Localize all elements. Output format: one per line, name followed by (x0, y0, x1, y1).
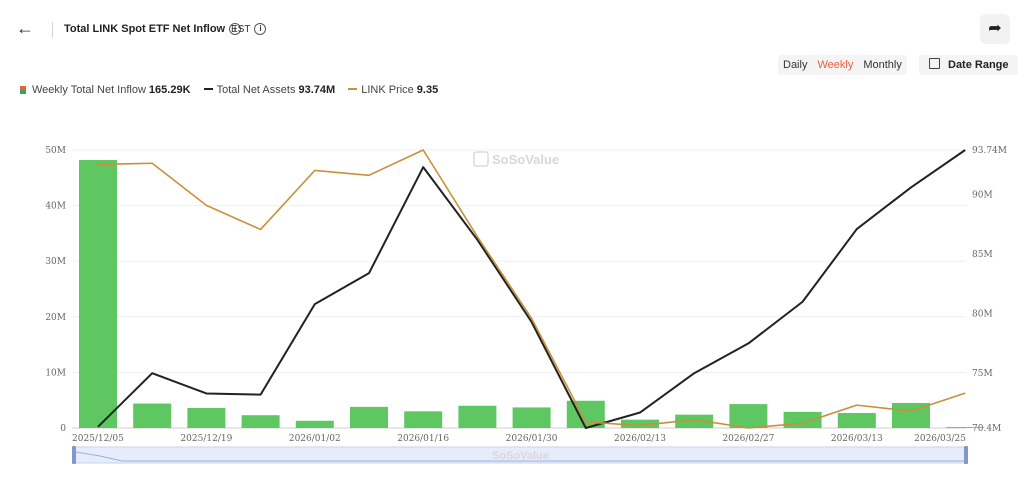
legend-line-marker (348, 88, 358, 90)
bar (837, 412, 876, 428)
bar (349, 406, 388, 428)
slider-handle-left[interactable] (72, 446, 76, 464)
chart-header: ← Total LINK Spot ETF Net Inflow i EST i ➦ (14, 14, 1010, 44)
y-tick-label-right: 80M (972, 310, 993, 320)
watermark-logo: SoSoValue (473, 151, 559, 167)
legend-value: 165.29K (148, 84, 191, 96)
x-tick-label: 2026/03/25 (914, 434, 966, 444)
x-tick-label: 2026/01/16 (397, 434, 449, 444)
y-tick-label-left: 0 (60, 424, 66, 434)
y-tick-label-right: 93.74M (972, 146, 1007, 156)
total-net-assets-line (97, 149, 966, 429)
legend-value: 93.74M (298, 84, 336, 96)
bar (512, 407, 551, 428)
calendar-icon (929, 58, 940, 69)
x-tick-label: 2026/03/13 (831, 434, 883, 444)
legend-item-assets[interactable]: Total Net Assets 93.74M (203, 84, 336, 96)
tab-monthly[interactable]: Monthly (863, 59, 902, 71)
slider-watermark-text: SoSoValue (492, 450, 549, 462)
date-range-label: Date Range (948, 59, 1009, 71)
share-arrow-icon: ➦ (988, 20, 1002, 37)
period-toggle: Daily Weekly Monthly (778, 55, 907, 75)
legend-value: 9.35 (416, 84, 439, 96)
info-icon[interactable]: i (229, 23, 242, 35)
legend-item-price[interactable]: LINK Price 9.35 (348, 84, 438, 96)
legend-line-marker (203, 88, 213, 90)
x-tick-label: 2026/02/13 (614, 434, 666, 444)
bar (729, 404, 768, 428)
y-tick-label-left: 30M (45, 257, 66, 267)
legend-label: LINK Price (361, 84, 414, 96)
timezone-label: EST i (231, 23, 267, 35)
legend-item-inflow[interactable]: Weekly Total Net Inflow 165.29K (20, 84, 191, 96)
y-tick-label-right: 75M (972, 369, 993, 379)
legend-label: Total Net Assets (216, 84, 296, 96)
page-title: Total LINK Spot ETF Net Inflow i (64, 23, 242, 35)
y-tick-label-left: 10M (45, 368, 66, 378)
bar (675, 414, 714, 428)
bar (241, 415, 280, 428)
bar (783, 411, 822, 428)
zoom-slider: SoSoValue (72, 446, 968, 464)
slider-handle-right[interactable] (964, 446, 968, 464)
chart-legend: Weekly Total Net Inflow 165.29K Total Net… (20, 84, 448, 96)
x-tick-label: 2026/01/30 (506, 434, 558, 444)
y-tick-label-left: 40M (45, 202, 66, 212)
share-button[interactable]: ➦ (980, 14, 1010, 44)
divider (52, 22, 53, 38)
legend-bar-marker (20, 86, 26, 94)
y-tick-label-left: 20M (45, 313, 66, 323)
tab-daily[interactable]: Daily (783, 59, 808, 71)
y-tick-label-right: 90M (972, 191, 993, 201)
bar (458, 405, 497, 428)
x-tick-label: 2025/12/05 (72, 434, 124, 444)
date-range-button[interactable]: Date Range (919, 55, 1018, 75)
link-price-line (97, 149, 966, 429)
y-tick-label-right: 85M (972, 250, 993, 260)
x-tick-label: 2025/12/19 (180, 434, 232, 444)
y-tick-label-left: 50M (45, 146, 66, 156)
tab-weekly[interactable]: Weekly (817, 59, 854, 71)
x-tick-label: 2026/02/27 (722, 434, 774, 444)
title-text: Total LINK Spot ETF Net Inflow (64, 23, 226, 35)
bar (79, 160, 117, 428)
back-button[interactable]: ← (16, 18, 34, 38)
bar (946, 427, 985, 428)
bar (295, 420, 334, 428)
bar (187, 407, 226, 428)
x-tick-label: 2026/01/02 (289, 434, 341, 444)
watermark-icon (473, 151, 489, 167)
legend-label: Weekly Total Net Inflow (32, 84, 146, 96)
timezone-text: EST (231, 24, 251, 35)
slider-preview-line (75, 451, 964, 462)
watermark-text: SoSoValue (492, 152, 559, 167)
bar (404, 411, 443, 428)
bar (620, 419, 659, 428)
timezone-info-icon[interactable]: i (254, 23, 267, 35)
bar (133, 403, 172, 428)
y-tick-label-right: 70.4M (972, 424, 1001, 434)
